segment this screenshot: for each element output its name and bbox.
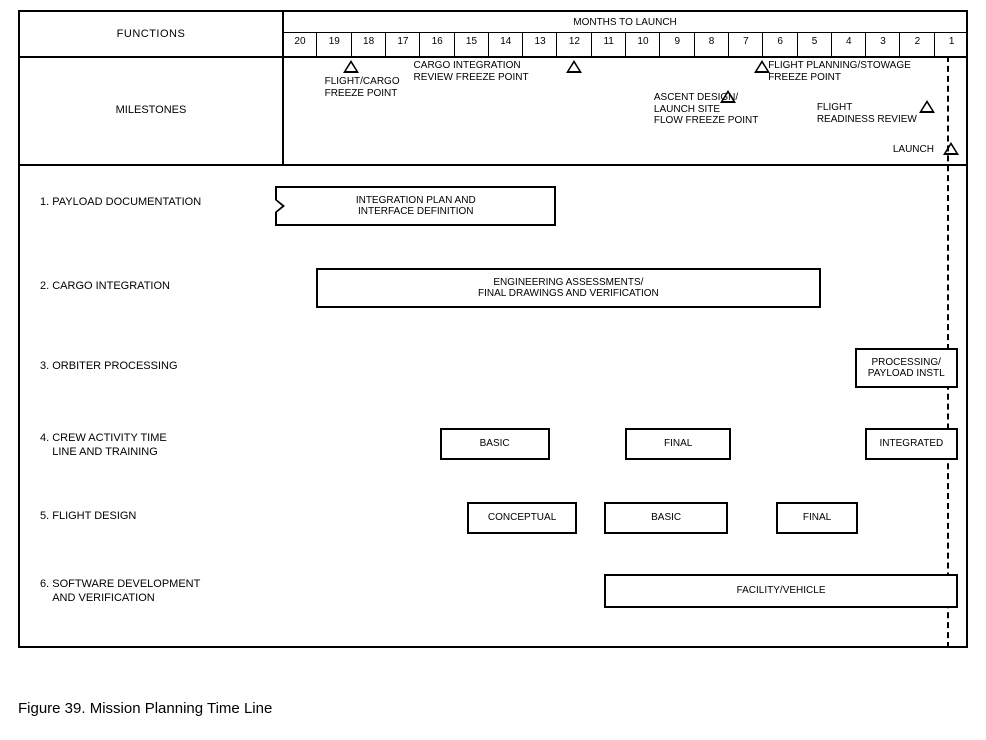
month-tick-label: 19 <box>317 36 351 47</box>
milestone-label: FLIGHT/CARGOFREEZE POINT <box>325 76 400 99</box>
month-tick-label: 7 <box>729 36 763 47</box>
month-tick-label: 13 <box>523 36 557 47</box>
month-tick: 9 <box>659 32 660 56</box>
month-tick: 20 <box>282 32 283 56</box>
month-tick: 17 <box>385 32 386 56</box>
gantt-chart: FUNCTIONS MONTHS TO LAUNCH MILESTONES 20… <box>18 10 968 648</box>
month-tick-label: 6 <box>763 36 797 47</box>
month-tick: 10 <box>625 32 626 56</box>
gantt-bar: FINAL <box>625 428 731 460</box>
figure-caption: Figure 39. Mission Planning Time Line <box>18 700 272 717</box>
milestone-triangle-icon <box>919 100 935 113</box>
months-to-launch-header: MONTHS TO LAUNCH <box>282 12 968 32</box>
milestone-triangle-icon <box>566 60 582 73</box>
function-row-label: 2. CARGO INTEGRATION <box>40 280 270 294</box>
function-row-label: 5. FLIGHT DESIGN <box>40 510 270 524</box>
month-tick-label: 9 <box>660 36 694 47</box>
month-tick: 11 <box>591 32 592 56</box>
month-tick: 2 <box>899 32 900 56</box>
month-tick: 19 <box>316 32 317 56</box>
month-tick-label: 4 <box>832 36 866 47</box>
month-tick-label: 10 <box>626 36 660 47</box>
milestone-label: FLIGHTREADINESS REVIEW <box>817 102 917 125</box>
gantt-bar: PROCESSING/PAYLOAD INSTL <box>855 348 958 388</box>
month-tick-label: 3 <box>866 36 900 47</box>
month-tick: 18 <box>351 32 352 56</box>
month-tick-label: 18 <box>351 36 385 47</box>
gantt-bar: FACILITY/VEHICLE <box>604 574 957 608</box>
gantt-bar: ENGINEERING ASSESSMENTS/FINAL DRAWINGS A… <box>316 268 820 308</box>
month-tick-label: 16 <box>420 36 454 47</box>
month-tick: 16 <box>419 32 420 56</box>
functions-header: FUNCTIONS <box>20 12 282 56</box>
month-tick: 7 <box>728 32 729 56</box>
month-tick-label: 8 <box>694 36 728 47</box>
function-row-label: 4. CREW ACTIVITY TIME LINE AND TRAINING <box>40 432 270 460</box>
month-tick-label: 17 <box>386 36 420 47</box>
milestones-header: MILESTONES <box>20 56 282 164</box>
function-row-label: 1. PAYLOAD DOCUMENTATION <box>40 196 270 210</box>
gantt-bar: INTEGRATED <box>865 428 958 460</box>
month-tick: 3 <box>865 32 866 56</box>
month-tick: 12 <box>556 32 557 56</box>
month-tick-label: 20 <box>283 36 317 47</box>
month-tick-label: 15 <box>454 36 488 47</box>
month-tick: 6 <box>762 32 763 56</box>
month-tick: 1 <box>934 32 935 56</box>
month-tick-label: 2 <box>900 36 934 47</box>
milestone-label: CARGO INTEGRATIONREVIEW FREEZE POINT <box>414 60 529 83</box>
month-tick-label: 5 <box>797 36 831 47</box>
month-tick: 15 <box>454 32 455 56</box>
month-tick-label: 1 <box>935 36 969 47</box>
month-tick: 14 <box>488 32 489 56</box>
milestone-label: FLIGHT PLANNING/STOWAGEFREEZE POINT <box>768 60 911 83</box>
milestone-triangle-icon <box>343 60 359 73</box>
milestone-label: LAUNCH <box>893 144 934 156</box>
month-tick-label: 14 <box>489 36 523 47</box>
milestones-area: FLIGHT/CARGOFREEZE POINT CARGO INTEGRATIO… <box>282 56 968 164</box>
function-row-label: 3. ORBITER PROCESSING <box>40 360 270 374</box>
month-tick: 8 <box>694 32 695 56</box>
milestone-triangle-icon <box>943 142 959 155</box>
month-tick: 13 <box>522 32 523 56</box>
gantt-bar: BASIC <box>604 502 727 534</box>
function-row-label: 6. SOFTWARE DEVELOPMENT AND VERIFICATION <box>40 578 270 606</box>
month-tick: 4 <box>831 32 832 56</box>
chart-body: 1. PAYLOAD DOCUMENTATION INTEGRATION PLAN… <box>20 164 966 648</box>
milestone-label: ASCENT DESIGN/LAUNCH SITEFLOW FREEZE POI… <box>654 92 758 127</box>
month-tick: 5 <box>797 32 798 56</box>
month-tick-label: 11 <box>592 36 626 47</box>
gantt-bar: CONCEPTUAL <box>467 502 577 534</box>
gantt-bar: INTEGRATION PLAN ANDINTERFACE DEFINITION <box>275 186 556 226</box>
gantt-bar: BASIC <box>440 428 550 460</box>
month-ticks: 2019181716151413121110987654321 <box>282 32 968 56</box>
gantt-bar: FINAL <box>776 502 858 534</box>
month-tick-label: 12 <box>557 36 591 47</box>
